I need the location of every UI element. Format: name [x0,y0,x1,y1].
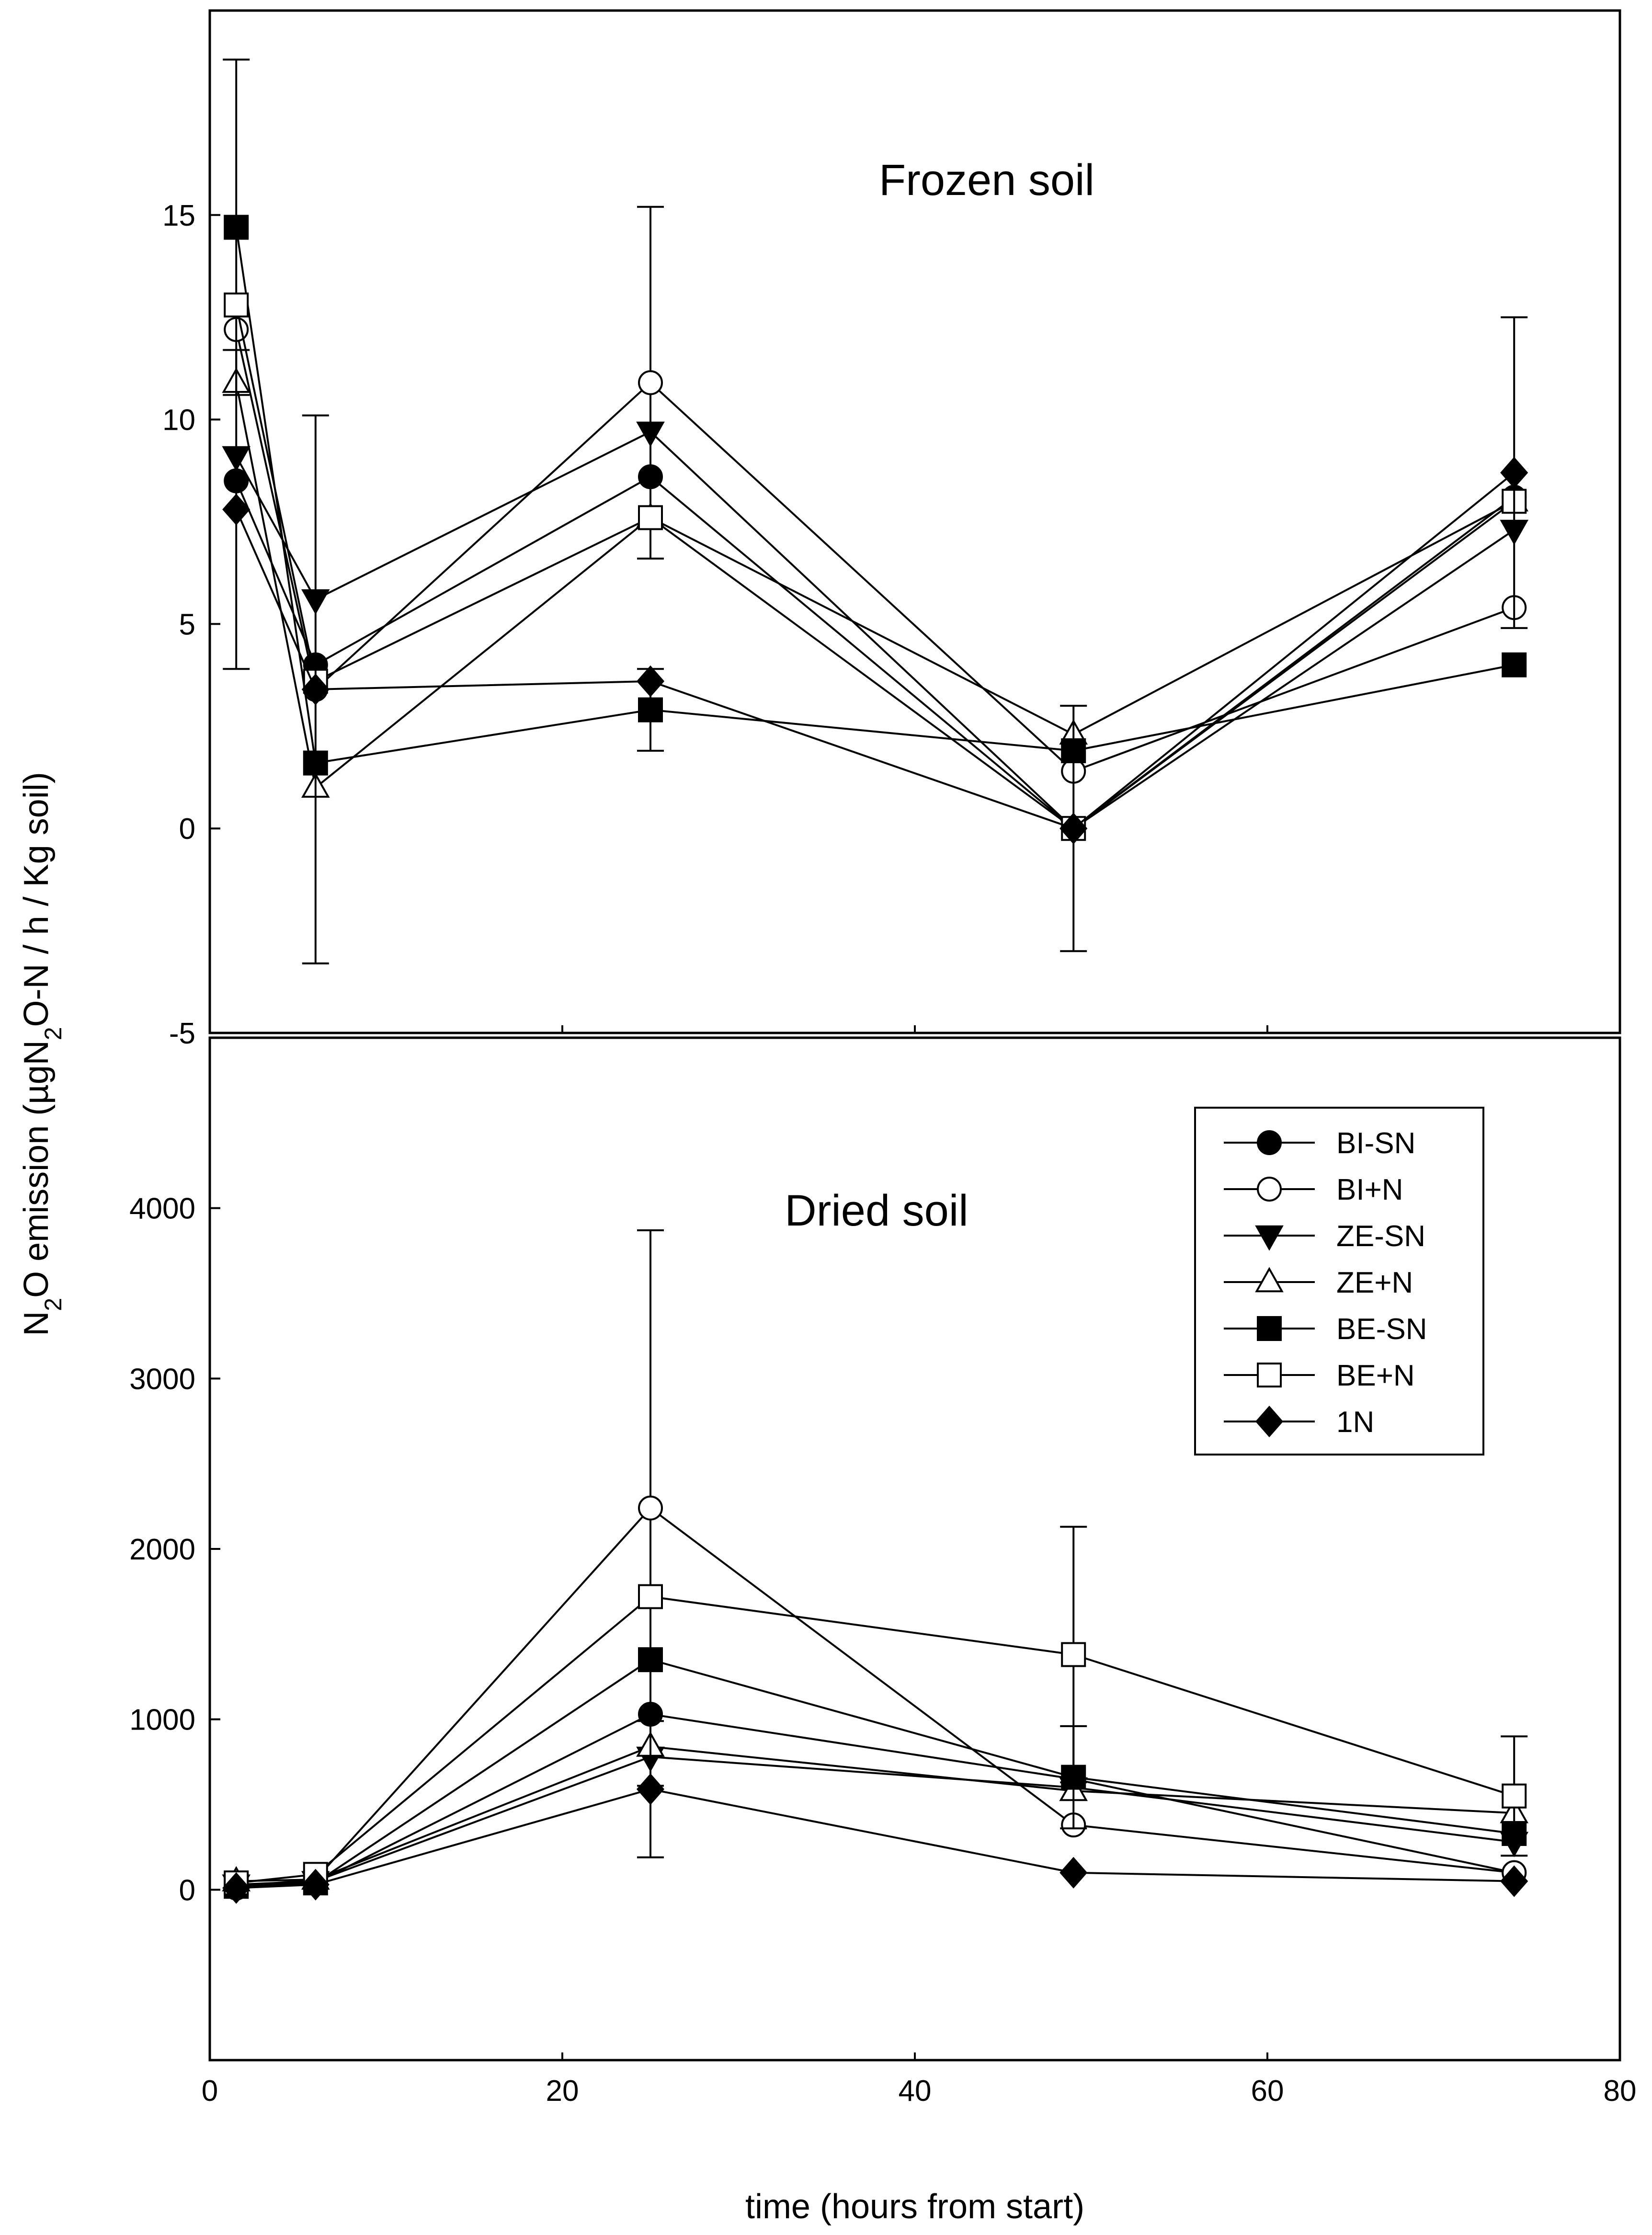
x-tick-label: 40 [899,2075,932,2108]
data-point [639,1648,662,1671]
data-point [639,371,662,394]
data-point [639,1585,662,1608]
bottom-y-tick-label: 3000 [129,1363,195,1396]
legend: BI-SN BI+N ZE-SN ZE+N BE-SN BE+N 1N [1195,1108,1483,1455]
data-point [639,699,662,722]
bottom-y-tick-label: 4000 [129,1192,195,1226]
top-panel-title: Frozen soil [879,156,1094,205]
legend-marker [1258,1131,1281,1154]
x-axis-title: time (hours from start) [745,2188,1084,2226]
legend-label: BE+N [1336,1359,1415,1392]
legend-label: ZE+N [1336,1266,1413,1299]
legend-marker [1258,1178,1281,1201]
bottom-y-tick-label: 1000 [129,1704,195,1737]
data-point [1062,1643,1085,1666]
top-y-tick-label: 0 [179,813,195,846]
legend-label: ZE-SN [1336,1220,1425,1253]
top-y-tick-label: 15 [162,199,195,232]
data-point [639,1497,662,1520]
x-tick-label: 80 [1604,2075,1637,2108]
legend-label: BI-SN [1336,1127,1415,1160]
data-point [225,294,248,317]
legend-marker [1258,1317,1281,1340]
legend-marker [1258,1364,1281,1387]
x-tick-label: 0 [202,2075,218,2108]
bottom-y-tick-label: 2000 [129,1533,195,1566]
legend-label: BI+N [1336,1173,1403,1206]
data-point [225,216,248,239]
bottom-y-tick-label: 0 [179,1874,195,1907]
top-y-tick-label: 5 [179,608,195,641]
data-point [1503,1785,1526,1808]
bottom-panel-title: Dried soil [785,1186,968,1235]
chart: -5 0 5 10 15 0 1000 2000 3000 4000 0 20 40 60 80 Fro… [0,0,1652,2235]
data-point [639,506,662,529]
x-tick-label: 60 [1251,2075,1284,2108]
data-point [1503,653,1526,676]
top-y-tick-label: -5 [169,1017,195,1050]
x-tick-label: 20 [546,2075,579,2108]
legend-label: BE-SN [1336,1313,1427,1346]
top-y-tick-label: 10 [162,404,195,437]
legend-label: 1N [1336,1406,1374,1439]
